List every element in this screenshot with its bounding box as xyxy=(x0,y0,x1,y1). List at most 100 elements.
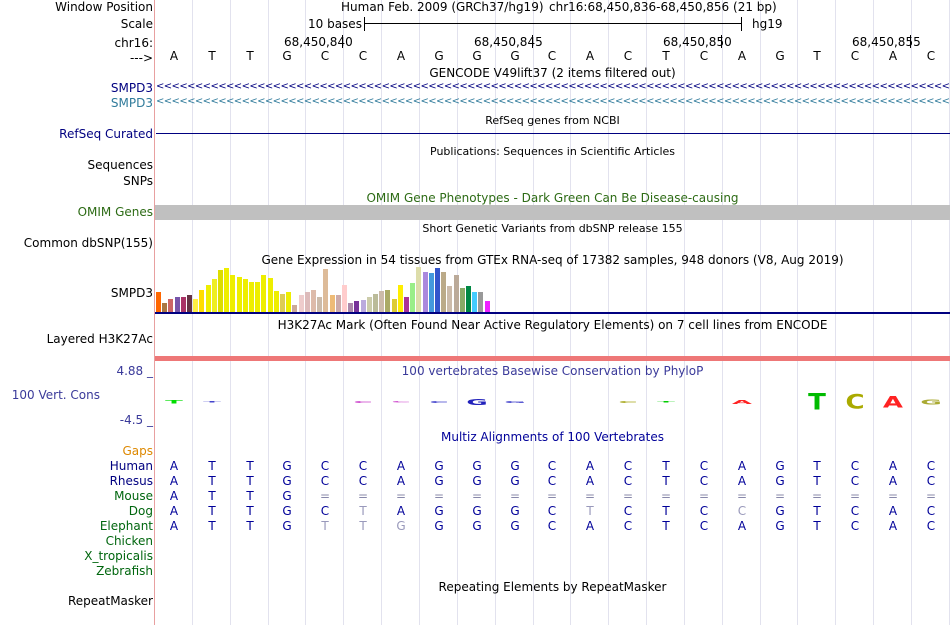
gtex-bar[interactable] xyxy=(472,292,477,312)
gtex-bar[interactable] xyxy=(268,278,273,312)
alignment-base: T xyxy=(321,519,329,533)
gtex-bar[interactable] xyxy=(280,294,285,312)
omim-label[interactable]: OMIM Genes xyxy=(77,205,153,219)
gtex-bar[interactable] xyxy=(348,303,353,312)
alignment-base: A xyxy=(169,489,179,503)
species-human-label[interactable]: Human xyxy=(109,459,153,473)
alignment-base: A xyxy=(888,474,898,488)
gtex-bar[interactable] xyxy=(392,299,397,312)
gtex-bar[interactable] xyxy=(255,282,260,312)
gtex-bar[interactable] xyxy=(323,269,328,312)
gaps-label[interactable]: Gaps xyxy=(122,444,153,458)
gtex-bar[interactable] xyxy=(305,292,310,312)
gtex-bar[interactable] xyxy=(218,270,223,312)
gtex-bar[interactable] xyxy=(460,288,465,312)
gtex-bar[interactable] xyxy=(317,297,322,312)
gtex-bar[interactable] xyxy=(168,299,173,312)
gtex-bar[interactable] xyxy=(385,290,390,312)
alignment-base: G xyxy=(510,504,520,518)
base-letter: C xyxy=(926,49,936,63)
gtex-bar[interactable] xyxy=(478,292,483,312)
gtex-bar[interactable] xyxy=(299,295,304,312)
gtex-bar[interactable] xyxy=(423,272,428,312)
gtex-bar[interactable] xyxy=(416,267,421,312)
alignment-base: = xyxy=(509,489,521,503)
h3k27ac-signal[interactable] xyxy=(155,356,950,361)
alignment-base: C xyxy=(926,519,936,533)
gtex-bar[interactable] xyxy=(466,286,471,312)
species-rhesus-label[interactable]: Rhesus xyxy=(109,474,153,488)
alignment-base: G xyxy=(434,519,444,533)
alignment-base: C xyxy=(850,519,860,533)
gtex-bar[interactable] xyxy=(274,291,279,312)
gtex-bar[interactable] xyxy=(330,295,335,312)
gtex-bar[interactable] xyxy=(230,275,235,312)
gtex-bar[interactable] xyxy=(292,305,297,312)
gtex-bar[interactable] xyxy=(187,295,192,312)
species-dog-label[interactable]: Dog xyxy=(128,504,153,518)
base-letter: C xyxy=(699,49,709,63)
phylop-logo-letter: C xyxy=(618,400,638,404)
gtex-bar[interactable] xyxy=(193,299,198,312)
gtex-smpd3-label[interactable]: SMPD3 xyxy=(110,286,153,300)
common-snp-label[interactable]: Common dbSNP(155) xyxy=(23,236,153,250)
omim-feature[interactable] xyxy=(155,205,950,220)
gencode-smpd3-b-feature[interactable]: <<<<<<<<<<<<<<<<<<<<<<<<<<<<<<<<<<<<<<<<… xyxy=(156,96,950,107)
gtex-bar[interactable] xyxy=(199,290,204,312)
gtex-bar[interactable] xyxy=(249,282,254,312)
repeatmasker-label[interactable]: RepeatMasker xyxy=(67,594,153,608)
h3k27ac-label[interactable]: Layered H3K27Ac xyxy=(46,332,153,346)
gtex-bar[interactable] xyxy=(206,285,211,312)
phylop-logo-letter: T xyxy=(808,388,826,416)
cons-label[interactable]: 100 Vert. Cons xyxy=(11,388,100,402)
refseq-label[interactable]: RefSeq Curated xyxy=(59,127,153,141)
gtex-bar[interactable] xyxy=(156,292,161,312)
sequences-label[interactable]: Sequences xyxy=(87,158,153,172)
alignment-base: = xyxy=(736,489,748,503)
gtex-bar[interactable] xyxy=(243,279,248,312)
scale-bar-right-tick xyxy=(741,17,742,31)
gtex-bar[interactable] xyxy=(261,275,266,312)
gtex-bar[interactable] xyxy=(373,294,378,312)
base-letter: A xyxy=(737,49,747,63)
gtex-bar[interactable] xyxy=(224,268,229,312)
species-chicken-label[interactable]: Chicken xyxy=(105,534,153,548)
gtex-bar[interactable] xyxy=(398,285,403,312)
species-mouse-label[interactable]: Mouse xyxy=(114,489,153,503)
alignment-base: G xyxy=(472,519,482,533)
species-elephant-label[interactable]: Elephant xyxy=(99,519,153,533)
gtex-bar[interactable] xyxy=(212,279,217,312)
gtex-bar[interactable] xyxy=(404,297,409,312)
gtex-bar[interactable] xyxy=(367,297,372,312)
gtex-bar[interactable] xyxy=(311,290,316,312)
gtex-bar[interactable] xyxy=(447,286,452,312)
gtex-bar[interactable] xyxy=(441,272,446,312)
gtex-bar[interactable] xyxy=(354,301,359,312)
gtex-bar[interactable] xyxy=(342,285,347,312)
gtex-bar[interactable] xyxy=(410,283,415,312)
alignment-base: C xyxy=(926,504,936,518)
gtex-bar[interactable] xyxy=(175,297,180,312)
species-zebrafish-label[interactable]: Zebrafish xyxy=(96,564,153,578)
gencode-smpd3-a-feature[interactable]: <<<<<<<<<<<<<<<<<<<<<<<<<<<<<<<<<<<<<<<<… xyxy=(156,81,950,92)
alignment-base: = xyxy=(433,489,445,503)
gtex-bar[interactable] xyxy=(336,295,341,312)
gtex-bar[interactable] xyxy=(361,300,366,312)
gtex-bar[interactable] xyxy=(435,268,440,312)
gtex-bar[interactable] xyxy=(429,273,434,312)
refseq-feature-line[interactable] xyxy=(156,133,950,134)
gtex-bar[interactable] xyxy=(181,297,186,312)
gtex-bar[interactable] xyxy=(237,277,242,312)
gtex-bar[interactable] xyxy=(485,301,490,312)
alignment-base: C xyxy=(623,504,633,518)
alignment-base: = xyxy=(319,489,331,503)
gencode-smpd3-a-label[interactable]: SMPD3 xyxy=(110,81,153,95)
phylop-logo-letter: G xyxy=(466,397,488,407)
snps-label[interactable]: SNPs xyxy=(123,174,153,188)
gtex-bar[interactable] xyxy=(162,303,167,312)
gtex-bar[interactable] xyxy=(379,291,384,312)
gtex-bar[interactable] xyxy=(454,275,459,312)
gencode-smpd3-b-label[interactable]: SMPD3 xyxy=(110,96,153,110)
species-xtropicalis-label[interactable]: X_tropicalis xyxy=(84,549,153,563)
gtex-bar[interactable] xyxy=(286,292,291,312)
